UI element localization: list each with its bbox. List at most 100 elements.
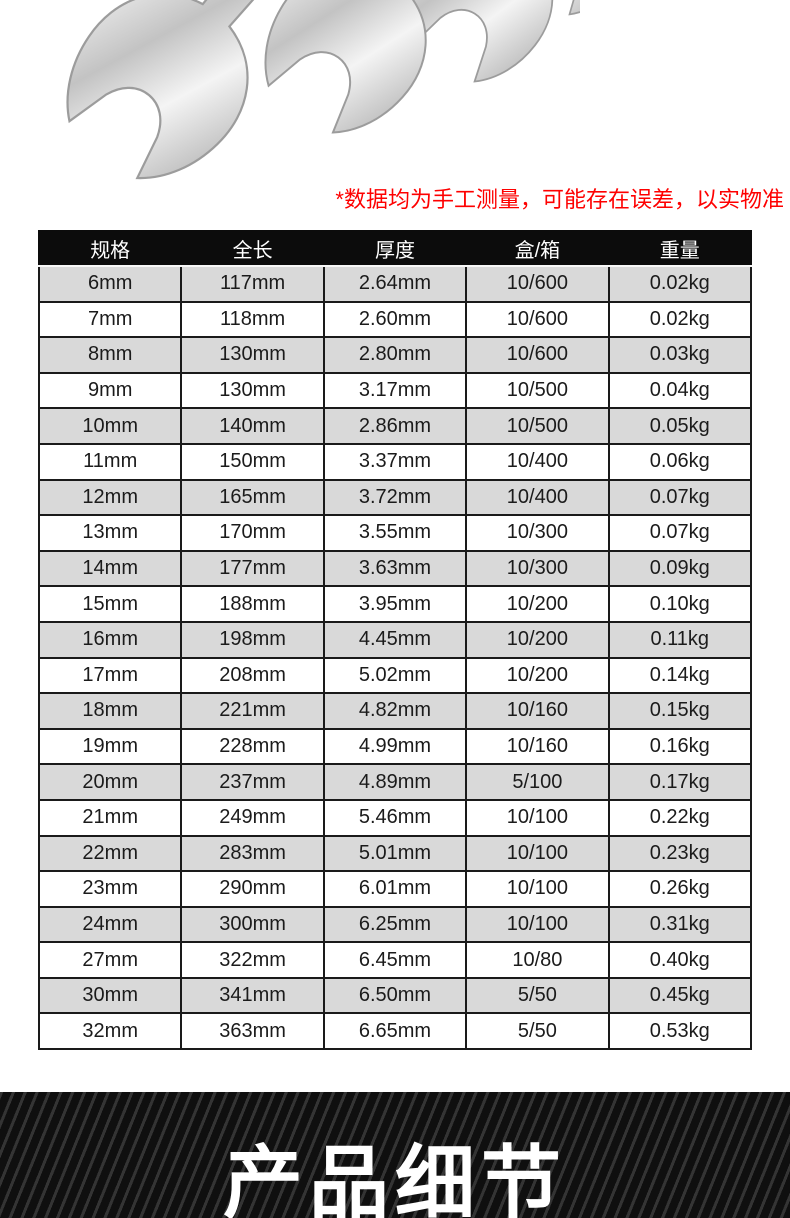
table-row: 8mm 130mm 2.80mm 10/600 0.03kg: [37, 336, 753, 374]
table-cell: 0.40kg: [607, 941, 753, 979]
table-cell: 0.02kg: [607, 265, 753, 303]
table-row: 27mm 322mm 6.45mm 10/80 0.40kg: [37, 941, 753, 979]
table-cell: 2.60mm: [322, 300, 468, 339]
header-row: 规格 全长 厚度 盒/箱 重量: [37, 230, 753, 267]
table-cell: 7mm: [37, 300, 183, 339]
table-cell: 22mm: [37, 834, 183, 873]
table-cell: 198mm: [180, 620, 325, 659]
table-cell: 228mm: [180, 727, 325, 766]
column-header: 厚度: [322, 230, 468, 267]
table-cell: 10/80: [465, 941, 610, 979]
table-row: 6mm 117mm 2.64mm 10/600 0.02kg: [37, 265, 753, 303]
table-cell: 208mm: [180, 656, 325, 695]
table-row: 17mm 208mm 5.02mm 10/200 0.14kg: [37, 656, 753, 695]
table-cell: 0.14kg: [607, 656, 753, 695]
table-cell: 8mm: [37, 336, 183, 374]
spec-table-header: 规格 全长 厚度 盒/箱 重量: [37, 230, 753, 267]
table-cell: 0.16kg: [607, 727, 753, 766]
table-cell: 0.53kg: [607, 1012, 753, 1051]
table-cell: 130mm: [180, 336, 325, 374]
table-cell: 10/500: [465, 371, 610, 410]
table-cell: 0.17kg: [607, 763, 753, 801]
table-cell: 23mm: [37, 870, 183, 908]
table-cell: 3.63mm: [322, 549, 468, 588]
table-row: 20mm 237mm 4.89mm 5/100 0.17kg: [37, 763, 753, 801]
table-row: 22mm 283mm 5.01mm 10/100 0.23kg: [37, 834, 753, 873]
table-cell: 19mm: [37, 727, 183, 766]
table-cell: 117mm: [180, 265, 325, 303]
column-header: 全长: [180, 230, 325, 267]
table-cell: 10/600: [465, 265, 610, 303]
table-cell: 140mm: [180, 407, 325, 445]
table-cell: 249mm: [180, 798, 325, 837]
table-cell: 18mm: [37, 692, 183, 730]
table-cell: 30mm: [37, 976, 183, 1015]
table-cell: 10/200: [465, 656, 610, 695]
table-row: 12mm 165mm 3.72mm 10/400 0.07kg: [37, 478, 753, 517]
table-cell: 300mm: [180, 905, 325, 944]
table-cell: 6.01mm: [322, 870, 468, 908]
table-cell: 130mm: [180, 371, 325, 410]
table-cell: 13mm: [37, 514, 183, 552]
table-cell: 0.45kg: [607, 976, 753, 1015]
table-row: 16mm 198mm 4.45mm 10/200 0.11kg: [37, 620, 753, 659]
table-cell: 6.65mm: [322, 1012, 468, 1051]
table-cell: 0.22kg: [607, 798, 753, 837]
table-cell: 16mm: [37, 620, 183, 659]
table-cell: 15mm: [37, 585, 183, 623]
table-cell: 32mm: [37, 1012, 183, 1051]
table-cell: 5.46mm: [322, 798, 468, 837]
table-cell: 0.23kg: [607, 834, 753, 873]
section-banner: 产品细节: [0, 1092, 790, 1218]
spec-table: 规格 全长 厚度 盒/箱 重量 6mm 117mm 2.64mm 10/600 0.02kg 7m…: [37, 230, 753, 1051]
table-cell: 2.64mm: [322, 265, 468, 303]
table-cell: 0.05kg: [607, 407, 753, 445]
table-cell: 0.02kg: [607, 300, 753, 339]
table-cell: 0.31kg: [607, 905, 753, 944]
table-cell: 6.45mm: [322, 941, 468, 979]
table-cell: 10/160: [465, 727, 610, 766]
table-cell: 6.50mm: [322, 976, 468, 1015]
table-cell: 5.01mm: [322, 834, 468, 873]
table-cell: 3.95mm: [322, 585, 468, 623]
section-banner-title: 产品细节: [223, 1139, 567, 1218]
table-cell: 4.89mm: [322, 763, 468, 801]
table-cell: 3.72mm: [322, 478, 468, 517]
table-cell: 10/100: [465, 798, 610, 837]
table-cell: 150mm: [180, 442, 325, 481]
table-row: 21mm 249mm 5.46mm 10/100 0.22kg: [37, 798, 753, 837]
table-row: 24mm 300mm 6.25mm 10/100 0.31kg: [37, 905, 753, 944]
table-cell: 10/400: [465, 478, 610, 517]
table-cell: 10/100: [465, 870, 610, 908]
table-row: 9mm 130mm 3.17mm 10/500 0.04kg: [37, 371, 753, 410]
table-cell: 165mm: [180, 478, 325, 517]
table-cell: 4.99mm: [322, 727, 468, 766]
table-cell: 3.55mm: [322, 514, 468, 552]
column-header: 重量: [607, 230, 753, 267]
table-cell: 4.45mm: [322, 620, 468, 659]
table-cell: 27mm: [37, 941, 183, 979]
table-cell: 10/160: [465, 692, 610, 730]
spec-table-body: 6mm 117mm 2.64mm 10/600 0.02kg 7mm 118mm 2.60mm…: [37, 265, 753, 1051]
table-cell: 11mm: [37, 442, 183, 481]
table-row: 32mm 363mm 6.65mm 5/50 0.53kg: [37, 1012, 753, 1051]
table-cell: 0.07kg: [607, 478, 753, 517]
table-cell: 10/500: [465, 407, 610, 445]
table-cell: 118mm: [180, 300, 325, 339]
table-row: 30mm 341mm 6.50mm 5/50 0.45kg: [37, 976, 753, 1015]
table-cell: 24mm: [37, 905, 183, 944]
table-cell: 10/300: [465, 549, 610, 588]
table-cell: 0.15kg: [607, 692, 753, 730]
column-header: 规格: [37, 230, 183, 267]
table-cell: 12mm: [37, 478, 183, 517]
table-cell: 237mm: [180, 763, 325, 801]
table-row: 13mm 170mm 3.55mm 10/300 0.07kg: [37, 514, 753, 552]
table-cell: 4.82mm: [322, 692, 468, 730]
table-cell: 5/100: [465, 763, 610, 801]
table-cell: 283mm: [180, 834, 325, 873]
table-cell: 0.11kg: [607, 620, 753, 659]
table-row: 10mm 140mm 2.86mm 10/500 0.05kg: [37, 407, 753, 445]
table-cell: 10/600: [465, 300, 610, 339]
table-cell: 177mm: [180, 549, 325, 588]
